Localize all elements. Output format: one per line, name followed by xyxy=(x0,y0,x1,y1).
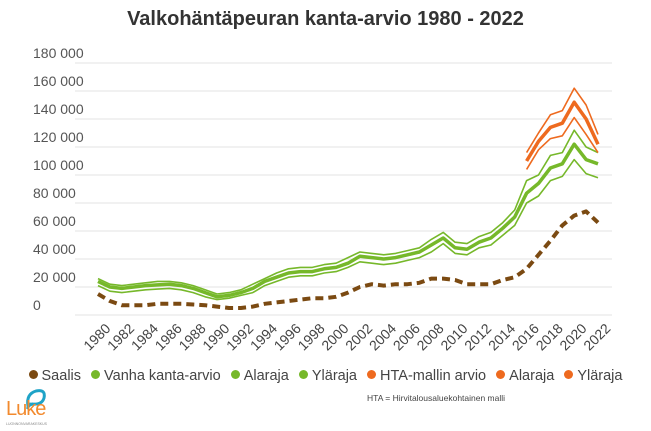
y-tick-label: 120 000 xyxy=(33,129,84,145)
luke-logo: Luke LUONNONVARAKESKUS xyxy=(4,389,64,430)
series-line-vanha-kanta-arvio xyxy=(97,142,599,299)
legend-label: Alaraja xyxy=(243,368,289,384)
legend: Saalis Vanha kanta-arvio Alaraja Yläraja… xyxy=(0,368,651,384)
series-line-alaraja xyxy=(525,116,599,170)
y-tick-label: 20 000 xyxy=(33,269,76,285)
y-tick-label: 140 000 xyxy=(33,101,84,117)
legend-item-vanha: Vanha kanta-arvio xyxy=(91,368,221,384)
legend-label: HTA-mallin arvio xyxy=(380,368,487,384)
line-chart: 0 20 000 40 000 60 000 80 000 100 000 120 000 1… xyxy=(33,45,614,354)
legend-dot xyxy=(367,370,377,379)
legend-item-ylaraja-orange: Yläraja xyxy=(564,368,622,384)
legend-label: Saalis xyxy=(41,368,82,384)
legend-dot xyxy=(91,370,101,379)
y-tick-label: 0 xyxy=(33,297,41,313)
y-tick-label: 180 000 xyxy=(33,45,84,61)
annotation: HTA = Hirvitalousaluekohtainen malli xyxy=(367,393,506,403)
series-line-yl-raja xyxy=(97,129,599,295)
legend-dot xyxy=(496,370,506,379)
y-tick-label: 160 000 xyxy=(33,73,84,89)
legend-dot xyxy=(564,370,574,379)
legend-dot xyxy=(298,370,308,379)
series-line-yl-raja xyxy=(525,87,599,154)
series-line-hta-mallin-arvio xyxy=(525,100,600,162)
leaf-icon xyxy=(25,389,46,410)
chart-title: Valkohäntäpeuran kanta-arvio 1980 - 2022 xyxy=(127,8,524,30)
legend-item-alaraja-orange: Alaraja xyxy=(496,368,554,384)
legend-item-hta: HTA-mallin arvio xyxy=(367,368,486,384)
legend-dot xyxy=(230,370,240,379)
legend-dot xyxy=(28,370,38,379)
legend-label: Alaraja xyxy=(509,368,555,384)
legend-item-saalis: Saalis xyxy=(28,368,82,384)
legend-label: Yläraja xyxy=(577,368,623,384)
series-line-alaraja xyxy=(97,158,599,301)
series-line-saalis xyxy=(96,209,600,310)
legend-label: Vanha kanta-arvio xyxy=(104,368,221,384)
legend-label: Yläraja xyxy=(311,368,357,384)
legend-item-ylaraja-green: Yläraja xyxy=(298,368,357,384)
y-tick-label: 80 000 xyxy=(33,185,76,201)
logo-text: Luke xyxy=(6,398,46,420)
y-tick-label: 60 000 xyxy=(33,213,76,229)
logo-subtext: LUONNONVARAKESKUS xyxy=(6,422,47,426)
legend-item-alaraja-green: Alaraja xyxy=(230,368,289,384)
y-tick-label: 100 000 xyxy=(33,157,84,173)
y-tick-label: 40 000 xyxy=(33,241,76,257)
x-tick-label: 2022 xyxy=(580,320,613,353)
